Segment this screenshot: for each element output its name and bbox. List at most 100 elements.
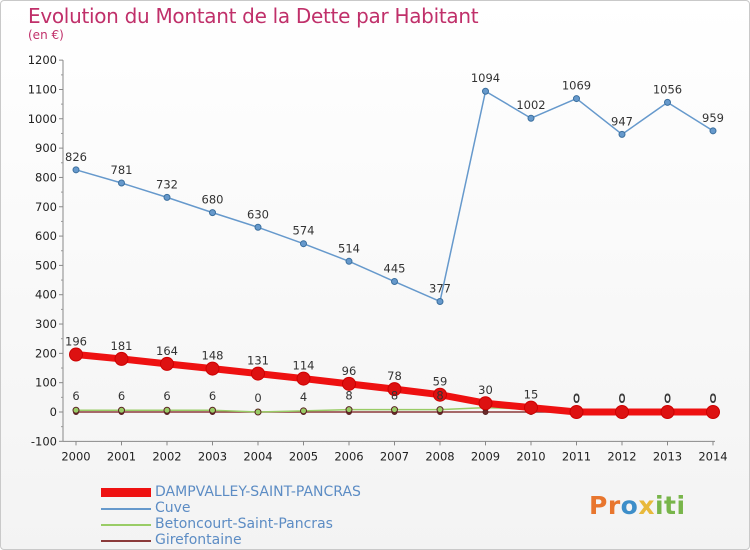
data-label-betoncourt-saint-pancras: 6 <box>72 389 79 403</box>
data-point-dampvalley-saint-pancras <box>615 405 629 419</box>
data-point-cuve <box>709 127 717 135</box>
data-label-dampvalley-saint-pancras: 0 <box>618 392 625 406</box>
data-label-betoncourt-saint-pancras: 0 <box>618 391 625 405</box>
y-tick-label: 600 <box>35 229 57 243</box>
data-point-dampvalley-saint-pancras <box>660 405 675 419</box>
data-point-betoncourt-saint-pancras <box>345 406 353 414</box>
data-label-cuve: 377 <box>429 281 451 295</box>
data-point-cuve <box>527 114 535 122</box>
y-tick-label: 300 <box>35 317 57 331</box>
data-label-betoncourt-saint-pancras: 4 <box>300 390 307 404</box>
legend-label-dampvalley: DAMPVALLEY-SAINT-PANCRAS <box>155 484 361 500</box>
data-label-cuve: 959 <box>702 111 724 125</box>
data-point-cuve <box>254 223 262 231</box>
data-label-dampvalley-saint-pancras: 164 <box>156 344 178 358</box>
data-point-cuve <box>118 179 125 187</box>
data-label-cuve: 574 <box>293 224 315 238</box>
data-point-dampvalley-saint-pancras <box>478 396 493 411</box>
x-tick-label: 2014 <box>698 449 727 463</box>
data-label-dampvalley-saint-pancras: 0 <box>709 392 716 406</box>
data-point-cuve <box>436 297 444 305</box>
data-point-dampvalley-saint-pancras <box>251 366 265 381</box>
data-point-dampvalley-saint-pancras <box>114 351 129 366</box>
legend-label-cuve: Cuve <box>155 500 191 516</box>
data-point-dampvalley-saint-pancras <box>569 405 584 419</box>
x-tick-label: 2010 <box>516 449 545 463</box>
data-label-cuve: 1069 <box>562 79 591 93</box>
data-label-cuve: 732 <box>156 177 178 191</box>
data-label-cuve: 781 <box>111 163 133 177</box>
x-tick-label: 2002 <box>152 449 181 463</box>
legend-swatch-girefontaine <box>101 540 151 542</box>
y-tick-label: 1100 <box>28 82 57 96</box>
legend-swatch-betoncourt <box>101 524 151 526</box>
data-label-betoncourt-saint-pancras: 0 <box>573 391 580 405</box>
data-point-betoncourt-saint-pancras <box>300 407 307 415</box>
data-label-dampvalley-saint-pancras: 114 <box>293 359 315 373</box>
data-label-cuve: 1056 <box>653 82 682 96</box>
data-label-dampvalley-saint-pancras: 15 <box>524 388 539 402</box>
data-label-dampvalley-saint-pancras: 0 <box>664 392 671 406</box>
y-tick-label: -100 <box>31 434 57 448</box>
data-label-dampvalley-saint-pancras: 59 <box>433 375 448 389</box>
data-label-betoncourt-saint-pancras: 8 <box>345 389 352 403</box>
x-tick-label: 2011 <box>562 449 591 463</box>
data-label-cuve: 1002 <box>516 98 545 112</box>
data-label-dampvalley-saint-pancras: 30 <box>478 383 493 397</box>
data-point-betoncourt-saint-pancras <box>163 406 171 414</box>
data-point-betoncourt-saint-pancras <box>436 406 444 414</box>
legend-swatch-dampvalley <box>101 488 151 497</box>
data-point-cuve <box>618 130 626 138</box>
data-point-cuve <box>345 257 353 265</box>
x-tick-label: 2003 <box>198 449 227 463</box>
data-label-betoncourt-saint-pancras: 6 <box>163 389 170 403</box>
data-label-cuve: 1094 <box>471 71 500 85</box>
legend-label-girefontaine: Girefontaine <box>155 532 242 548</box>
data-label-betoncourt-saint-pancras: 0 <box>709 391 716 405</box>
data-label-dampvalley-saint-pancras: 78 <box>387 369 402 383</box>
data-label-dampvalley-saint-pancras: 131 <box>247 354 269 368</box>
data-label-betoncourt-saint-pancras: 0 <box>254 391 261 405</box>
y-tick-label: 100 <box>35 376 57 390</box>
data-label-cuve: 826 <box>65 150 87 164</box>
data-label-betoncourt-saint-pancras: 0 <box>664 391 671 405</box>
y-tick-label: 800 <box>35 170 57 184</box>
data-point-betoncourt-saint-pancras <box>391 406 398 414</box>
data-point-cuve <box>300 240 307 248</box>
data-point-dampvalley-saint-pancras <box>69 347 83 362</box>
data-label-betoncourt-saint-pancras: 8 <box>436 389 443 403</box>
data-point-dampvalley-saint-pancras <box>387 382 402 397</box>
data-label-dampvalley-saint-pancras: 148 <box>202 349 224 363</box>
data-label-dampvalley-saint-pancras: 96 <box>342 364 357 378</box>
data-label-dampvalley-saint-pancras: 0 <box>573 392 580 406</box>
chart-title: Evolution du Montant de la Dette par Hab… <box>28 4 479 28</box>
y-tick-label: 0 <box>50 405 57 419</box>
data-label-cuve: 947 <box>611 114 633 128</box>
x-tick-label: 2001 <box>107 449 136 463</box>
data-label-cuve: 630 <box>247 207 269 221</box>
chart-subtitle: (en €) <box>28 28 64 42</box>
data-label-cuve: 514 <box>338 241 360 255</box>
x-tick-label: 2005 <box>289 449 318 463</box>
y-tick-label: 500 <box>35 258 57 272</box>
x-tick-label: 2012 <box>607 449 636 463</box>
legend-swatch-cuve <box>101 508 151 510</box>
data-label-betoncourt-saint-pancras: 6 <box>118 389 125 403</box>
data-point-betoncourt-saint-pancras <box>254 408 262 416</box>
x-tick-label: 2006 <box>334 449 363 463</box>
data-label-dampvalley-saint-pancras: 181 <box>111 339 133 353</box>
data-point-cuve <box>72 166 80 174</box>
y-tick-label: 900 <box>35 141 57 155</box>
legend-label-betoncourt: Betoncourt-Saint-Pancras <box>155 516 333 532</box>
x-tick-label: 2004 <box>243 449 272 463</box>
data-label-cuve: 445 <box>384 262 406 276</box>
data-point-dampvalley-saint-pancras <box>524 400 538 415</box>
data-point-dampvalley-saint-pancras <box>296 371 311 386</box>
data-label-betoncourt-saint-pancras: 8 <box>391 389 398 403</box>
y-tick-label: 200 <box>35 346 57 360</box>
data-label-dampvalley-saint-pancras: 196 <box>65 335 87 349</box>
y-tick-label: 1200 <box>28 53 57 67</box>
data-point-dampvalley-saint-pancras <box>160 356 174 371</box>
